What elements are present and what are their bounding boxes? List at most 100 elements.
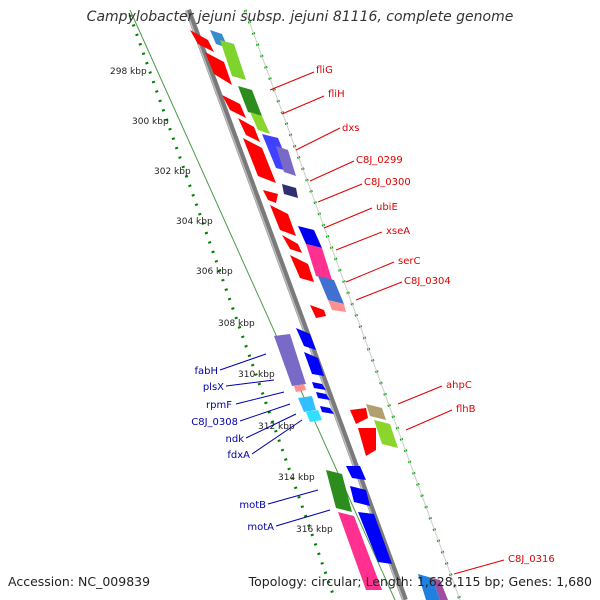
scale-label: 306 kbp bbox=[196, 267, 233, 277]
reverse-cds-arrows bbox=[296, 328, 392, 564]
cds-block bbox=[298, 396, 316, 412]
gene-label-c8j-0299: C8J_0299 bbox=[356, 155, 403, 166]
gene-label-c8j-0308: C8J_0308 bbox=[191, 417, 238, 428]
gene-label-dxs: dxs bbox=[342, 123, 359, 134]
cds-block bbox=[328, 300, 346, 312]
leader-line bbox=[309, 160, 355, 182]
gene-label-mota: motA bbox=[247, 522, 274, 533]
cds-block bbox=[374, 420, 398, 448]
cds-arrow bbox=[243, 138, 276, 183]
genome-backbone bbox=[185, 8, 408, 600]
leader-line bbox=[267, 489, 319, 505]
gene-label-flig: fliG bbox=[316, 65, 333, 76]
leader-line bbox=[453, 559, 505, 575]
cds-block bbox=[306, 244, 332, 280]
leader-line bbox=[397, 385, 443, 405]
gene-label-ahpc: ahpC bbox=[446, 380, 472, 391]
leader-line bbox=[245, 413, 297, 439]
gene-label-fabh: fabH bbox=[194, 366, 218, 377]
forward-gene-labels: fliG fliH dxs C8J_0299 C8J_0300 ubiE xse… bbox=[316, 65, 555, 565]
cds-arrow bbox=[190, 30, 214, 52]
scale-label: 298 kbp bbox=[110, 67, 147, 77]
reverse-leader-lines bbox=[219, 353, 331, 527]
gene-label-motb: motB bbox=[239, 500, 266, 511]
cds-block bbox=[238, 86, 262, 116]
genome-backbone-highlight bbox=[185, 9, 404, 600]
cds-block bbox=[432, 578, 448, 600]
cds-arrow bbox=[320, 406, 334, 414]
leader-line bbox=[355, 281, 403, 301]
scale-label: 300 kbp bbox=[132, 117, 169, 127]
cds-arrow bbox=[358, 428, 376, 456]
outer-ring-guide bbox=[129, 9, 396, 600]
gene-label-plsx: plsX bbox=[203, 382, 224, 393]
scale-label: 314 kbp bbox=[278, 473, 315, 483]
cds-block bbox=[306, 410, 322, 422]
forward-cds-arrows bbox=[190, 30, 376, 456]
cds-arrow bbox=[290, 255, 314, 282]
gene-label-c8j-0300: C8J_0300 bbox=[364, 177, 411, 188]
cds-arrow bbox=[358, 512, 392, 564]
gene-label-fdxa: fdxA bbox=[227, 450, 250, 461]
cds-block bbox=[282, 184, 298, 198]
leader-line bbox=[335, 231, 383, 251]
cds-arrow bbox=[205, 52, 232, 85]
gene-label-ubie: ubiE bbox=[376, 202, 398, 213]
accession-text: Accession: NC_009839 bbox=[8, 574, 151, 589]
cds-block bbox=[294, 384, 306, 392]
cds-arrow bbox=[296, 328, 316, 350]
leader-line bbox=[345, 261, 395, 283]
leader-line bbox=[275, 509, 331, 527]
scale-labels: 298 kbp 300 kbp 302 kbp 304 kbp 306 kbp … bbox=[110, 67, 333, 535]
function-track-lower bbox=[274, 334, 322, 422]
gene-label-c8j-0304: C8J_0304 bbox=[404, 276, 451, 287]
scale-label: 312 kbp bbox=[258, 422, 295, 432]
gene-label-ndk: ndk bbox=[226, 434, 245, 445]
leader-line bbox=[323, 207, 373, 229]
cds-arrow bbox=[312, 382, 326, 390]
cds-arrow bbox=[238, 118, 260, 142]
inner-ring-guide bbox=[244, 9, 461, 600]
cds-arrow bbox=[270, 205, 296, 236]
cds-block bbox=[298, 226, 322, 248]
gene-label-serc: serC bbox=[398, 256, 420, 267]
topology-text: Topology: circular; Length: 1,628,115 bp… bbox=[248, 574, 592, 589]
cds-arrow bbox=[310, 305, 326, 318]
gene-label-c8j-0316: C8J_0316 bbox=[508, 554, 555, 565]
cds-arrow bbox=[222, 95, 246, 118]
scale-label: 316 kbp bbox=[296, 525, 333, 535]
leader-line bbox=[281, 95, 325, 115]
cds-arrow bbox=[350, 486, 370, 506]
leader-line bbox=[219, 353, 267, 371]
leader-line bbox=[235, 391, 285, 405]
cds-arrow bbox=[350, 408, 368, 424]
cds-block bbox=[418, 574, 440, 600]
cds-block bbox=[274, 334, 306, 386]
cds-arrow bbox=[346, 466, 366, 480]
cds-block bbox=[338, 512, 382, 590]
leader-line bbox=[317, 183, 363, 203]
leader-line bbox=[251, 419, 303, 455]
cds-block bbox=[318, 276, 344, 304]
gene-label-flhb: flhB bbox=[456, 404, 476, 415]
leader-line bbox=[269, 71, 315, 91]
cds-block bbox=[220, 40, 246, 80]
cds-arrow bbox=[282, 235, 302, 253]
leader-line bbox=[239, 403, 291, 422]
scale-label: 302 kbp bbox=[154, 167, 191, 177]
scale-label: 310 kbp bbox=[238, 370, 275, 380]
scale-label: 308 kbp bbox=[218, 319, 255, 329]
cds-block bbox=[366, 404, 386, 420]
map-title: Campylobacter jejuni subsp. jejuni 81116… bbox=[86, 9, 514, 25]
cds-block bbox=[326, 470, 352, 512]
scale-label: 304 kbp bbox=[176, 217, 213, 227]
gene-label-xsea: xseA bbox=[386, 226, 410, 237]
leader-line bbox=[295, 127, 341, 151]
leader-line bbox=[225, 379, 275, 387]
cds-block bbox=[276, 146, 296, 176]
gene-label-flih: fliH bbox=[328, 89, 345, 100]
cds-arrow bbox=[304, 352, 324, 376]
reverse-gene-labels: fabH plsX rpmF C8J_0308 ndk fdxA motB mo… bbox=[191, 366, 274, 533]
leader-line bbox=[405, 409, 453, 431]
